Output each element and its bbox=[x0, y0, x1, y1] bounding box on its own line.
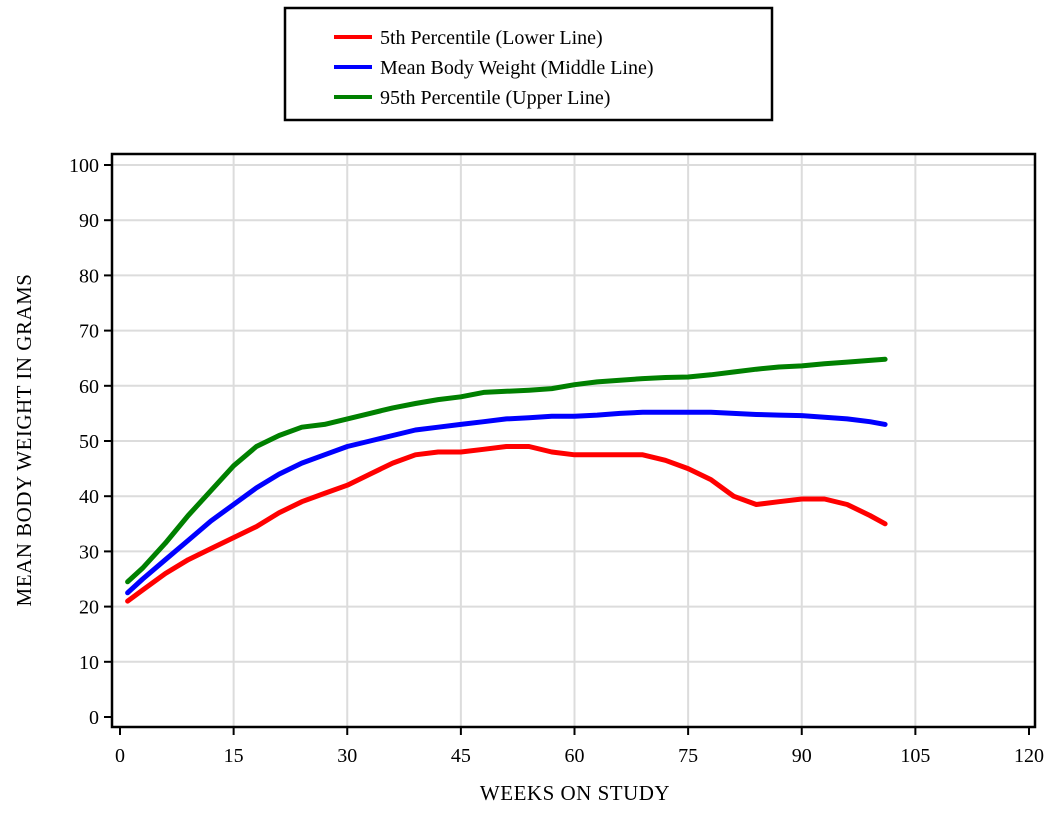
x-tick-label-75: 75 bbox=[678, 745, 698, 767]
y-tick-label-10: 10 bbox=[79, 652, 99, 674]
y-tick-label-70: 70 bbox=[79, 321, 99, 343]
x-tick-label-90: 90 bbox=[792, 745, 812, 767]
x-tick-label-60: 60 bbox=[565, 745, 585, 767]
x-tick-label-0: 0 bbox=[115, 745, 125, 767]
x-axis-title: WEEKS ON STUDY bbox=[480, 781, 670, 805]
x-axis: 0 15 30 45 60 75 90 105 120 bbox=[115, 727, 1044, 767]
legend-label-95th-percentile: 95th Percentile (Upper Line) bbox=[380, 87, 610, 109]
y-tick-label-100: 100 bbox=[69, 155, 99, 177]
y-axis-title: MEAN BODY WEIGHT IN GRAMS bbox=[12, 274, 36, 607]
x-tick-label-120: 120 bbox=[1014, 745, 1044, 767]
x-tick-label-45: 45 bbox=[451, 745, 471, 767]
x-tick-label-30: 30 bbox=[337, 745, 357, 767]
y-tick-label-80: 80 bbox=[79, 265, 99, 287]
series-lines bbox=[125, 356, 888, 604]
x-tick-label-105: 105 bbox=[900, 745, 930, 767]
y-tick-label-20: 20 bbox=[79, 597, 99, 619]
legend-label-5th-percentile: 5th Percentile (Lower Line) bbox=[380, 27, 603, 49]
y-tick-label-50: 50 bbox=[79, 431, 99, 453]
x-tick-label-15: 15 bbox=[224, 745, 244, 767]
y-tick-label-60: 60 bbox=[79, 376, 99, 398]
y-axis: 0 10 20 30 40 50 60 70 80 90 100 bbox=[69, 155, 112, 729]
y-tick-label-40: 40 bbox=[79, 486, 99, 508]
legend-label-mean-body-weight: Mean Body Weight (Middle Line) bbox=[380, 57, 654, 79]
series-line-95th-percentile bbox=[125, 356, 888, 585]
series-line-mean-body-weight bbox=[125, 409, 888, 596]
y-tick-label-0: 0 bbox=[89, 707, 99, 729]
legend-frame bbox=[283, 6, 774, 122]
gridlines bbox=[112, 154, 1035, 727]
legend: 5th Percentile (Lower Line) Mean Body We… bbox=[283, 6, 774, 122]
series-line-5th-percentile bbox=[125, 444, 888, 604]
y-tick-label-30: 30 bbox=[79, 541, 99, 563]
y-tick-label-90: 90 bbox=[79, 210, 99, 232]
